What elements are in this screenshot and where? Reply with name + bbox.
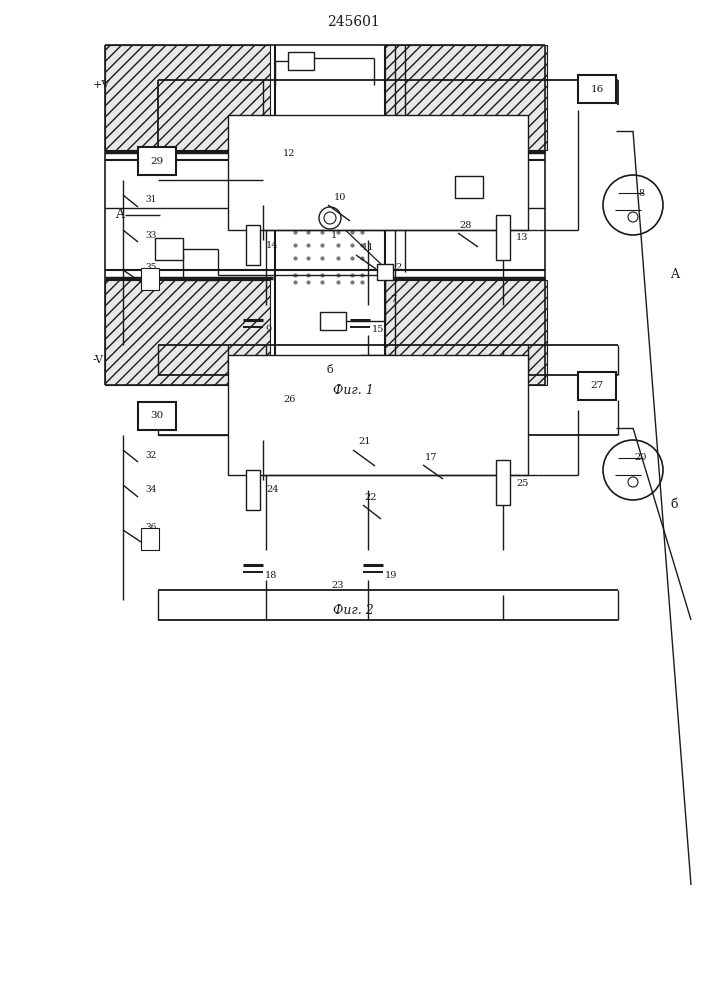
Bar <box>455 176 483 198</box>
Text: 27: 27 <box>590 381 604 390</box>
Bar <box>496 460 510 505</box>
Bar <box>578 372 616 400</box>
Bar <box>246 225 260 265</box>
Text: 19: 19 <box>385 570 397 580</box>
Bar <box>288 52 314 70</box>
Bar <box>377 264 393 280</box>
Text: 23: 23 <box>332 580 344 589</box>
Text: 18: 18 <box>265 570 277 580</box>
Text: 11: 11 <box>362 242 374 251</box>
Text: 24: 24 <box>266 486 279 494</box>
Text: 36: 36 <box>145 524 156 532</box>
Text: 34: 34 <box>145 486 156 494</box>
Text: 25: 25 <box>516 479 528 488</box>
Bar <box>155 238 183 260</box>
Text: 32: 32 <box>145 450 156 460</box>
Text: 10: 10 <box>334 192 346 202</box>
Text: -V: -V <box>93 355 104 365</box>
Text: 9: 9 <box>265 326 271 334</box>
Bar <box>105 280 270 385</box>
Text: 14: 14 <box>266 240 279 249</box>
Text: 4: 4 <box>466 182 472 192</box>
Text: 8: 8 <box>638 188 644 198</box>
Text: 1: 1 <box>331 231 337 239</box>
Text: 35: 35 <box>145 263 156 272</box>
Text: 26: 26 <box>283 394 296 403</box>
Text: 21: 21 <box>358 438 371 446</box>
Text: 17: 17 <box>425 452 437 462</box>
Text: 3: 3 <box>166 244 172 253</box>
Bar <box>246 470 260 510</box>
Text: 13: 13 <box>516 233 529 242</box>
Bar <box>105 45 270 150</box>
Bar <box>141 268 159 290</box>
Text: Фиг. 1: Фиг. 1 <box>332 383 373 396</box>
Text: б: б <box>670 498 677 512</box>
Bar <box>141 528 159 550</box>
Text: 30: 30 <box>151 412 163 420</box>
Text: 29: 29 <box>151 156 163 165</box>
Bar <box>228 115 528 230</box>
Text: 2: 2 <box>396 263 402 272</box>
Bar <box>228 355 528 475</box>
Text: A: A <box>115 209 124 222</box>
Text: б: б <box>327 365 334 375</box>
Bar <box>320 312 346 330</box>
Text: 33: 33 <box>145 231 156 239</box>
Bar <box>385 45 547 150</box>
Text: 15: 15 <box>372 326 385 334</box>
Text: 5: 5 <box>298 56 304 66</box>
Text: 7: 7 <box>390 296 396 304</box>
Bar <box>138 147 176 175</box>
Text: 31: 31 <box>145 196 156 205</box>
Bar <box>138 402 176 430</box>
Text: 20: 20 <box>635 454 647 462</box>
Text: 16: 16 <box>590 85 604 94</box>
Bar <box>385 280 547 385</box>
Text: 22: 22 <box>365 492 378 502</box>
Text: 6: 6 <box>330 316 336 326</box>
Text: Фиг. 2: Фиг. 2 <box>332 603 373 616</box>
Text: 28: 28 <box>460 221 472 230</box>
Text: 245601: 245601 <box>327 15 380 29</box>
Text: +V: +V <box>93 80 110 90</box>
Bar <box>578 75 616 103</box>
Text: 12: 12 <box>283 149 296 158</box>
Text: A: A <box>670 268 679 282</box>
Bar <box>496 215 510 260</box>
